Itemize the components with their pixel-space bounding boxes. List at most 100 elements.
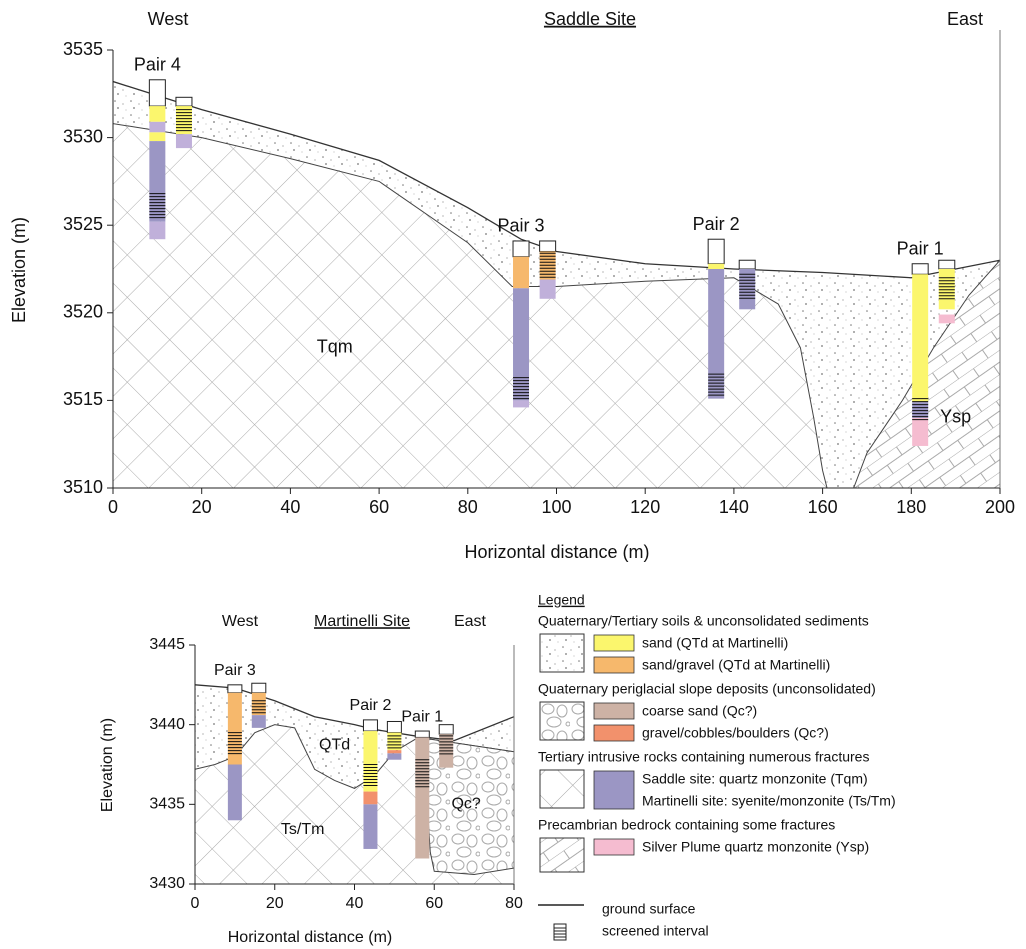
pair-label: Pair 2 <box>350 697 392 714</box>
legend-pattern <box>540 838 584 872</box>
pair-label: Pair 1 <box>897 238 944 258</box>
west-label: West <box>148 9 189 29</box>
x-tick-label: 140 <box>719 497 749 517</box>
well-segment <box>513 257 529 289</box>
x-tick-label: 40 <box>280 497 300 517</box>
well-segment <box>387 753 401 759</box>
legend-label: ground surface <box>602 901 696 917</box>
x-tick-label: 100 <box>541 497 571 517</box>
x-tick-label: 160 <box>808 497 838 517</box>
y-tick-label: 3525 <box>63 214 103 234</box>
well-segment <box>415 737 429 858</box>
legend-label: sand (QTd at Martinelli) <box>642 635 788 651</box>
east-label: East <box>947 9 983 29</box>
x-tick-label: 0 <box>108 497 118 517</box>
legend-swatch <box>594 771 634 809</box>
well-segment <box>912 274 928 402</box>
well-segment <box>149 80 165 106</box>
unit-label: Ysp <box>940 407 971 427</box>
well-segment <box>363 720 377 731</box>
well-segment <box>252 715 266 728</box>
screened-interval <box>439 736 453 754</box>
west-label: West <box>222 613 259 630</box>
legend-label: sand/gravel (QTd at Martinelli) <box>642 657 830 673</box>
pair-label: Pair 3 <box>214 662 256 679</box>
legend-title: Legend <box>538 592 585 608</box>
pair-label: Pair 4 <box>134 55 181 75</box>
well-segment <box>387 750 401 753</box>
well-segment <box>708 239 724 264</box>
well-segment <box>363 804 377 849</box>
legend-heading: Tertiary intrusive rocks containing nume… <box>538 749 869 765</box>
pair-label: Pair 3 <box>498 216 545 236</box>
figure: Pair 4Pair 3Pair 2Pair 1TqmYsp3510351535… <box>0 0 1026 949</box>
well-segment <box>708 269 724 399</box>
x-tick-label: 20 <box>192 497 212 517</box>
well-segment <box>149 132 165 141</box>
legend-swatch <box>594 725 634 741</box>
well-segment <box>708 264 724 269</box>
well-segment <box>912 264 928 275</box>
well-segment <box>939 269 955 309</box>
legend-pattern <box>540 702 584 740</box>
legend-label: Saddle site: quartz monzonite (Tqm) <box>642 771 868 787</box>
legend-heading: Quaternary periglacial slope deposits (u… <box>538 681 876 697</box>
chart-title: Saddle Site <box>544 9 636 29</box>
y-tick-label: 3445 <box>149 636 185 653</box>
well-segment <box>149 222 165 240</box>
x-tick-label: 180 <box>896 497 926 517</box>
y-tick-label: 3435 <box>149 796 185 813</box>
x-tick-label: 60 <box>369 497 389 517</box>
y-tick-label: 3440 <box>149 716 185 733</box>
pair-label: Pair 1 <box>401 708 443 725</box>
well-segment <box>176 97 192 106</box>
legend-label: screened interval <box>602 923 709 939</box>
well-segment <box>939 260 955 269</box>
x-tick-label: 120 <box>630 497 660 517</box>
chart-title: Martinelli Site <box>314 613 410 630</box>
y-tick-label: 3535 <box>63 39 103 59</box>
well-segment <box>149 122 165 133</box>
legend-pattern <box>540 770 584 808</box>
x-tick-label: 200 <box>985 497 1015 517</box>
well-segment <box>228 765 242 821</box>
y-tick-label: 3530 <box>63 126 103 146</box>
y-tick-label: 3520 <box>63 302 103 322</box>
x-tick-label: 60 <box>425 895 443 912</box>
well-segment <box>540 241 556 252</box>
legend-pattern <box>540 634 584 672</box>
unit-label: QTd <box>319 737 350 754</box>
well-segment <box>513 241 529 257</box>
well-segment <box>912 418 928 446</box>
legend-swatch <box>594 703 634 719</box>
well-segment <box>252 683 266 693</box>
pair-label: Pair 2 <box>693 214 740 234</box>
well-segment <box>363 792 377 805</box>
east-label: East <box>454 613 487 630</box>
unit-label: Ts/Tm <box>281 821 325 838</box>
x-tick-label: 20 <box>266 895 284 912</box>
well-segment <box>540 280 556 299</box>
legend-screen-box <box>554 924 566 940</box>
well-segment <box>176 106 192 134</box>
x-tick-label: 80 <box>505 895 523 912</box>
legend-label: Martinelli site: syenite/monzonite (Ts/T… <box>642 793 896 809</box>
y-tick-label: 3430 <box>149 875 185 892</box>
x-tick-label: 80 <box>458 497 478 517</box>
well-segment <box>228 685 242 693</box>
well-segment <box>939 315 955 324</box>
y-axis-label: Elevation (m) <box>9 217 29 323</box>
y-axis-label: Elevation (m) <box>99 718 116 812</box>
well-segment <box>387 721 401 732</box>
legend-heading: Precambrian bedrock containing some frac… <box>538 817 835 833</box>
legend-swatch <box>594 635 634 651</box>
unit-label: Tqm <box>317 337 353 357</box>
legend-label: coarse sand (Qc?) <box>642 703 757 719</box>
x-axis-label: Horizontal distance (m) <box>464 542 649 562</box>
x-tick-label: 0 <box>191 895 200 912</box>
legend-swatch <box>594 657 634 673</box>
well-segment <box>149 106 165 122</box>
legend-label: Silver Plume quartz monzonite (Ysp) <box>642 839 869 855</box>
unit-label: Qc? <box>451 796 480 813</box>
legend-label: gravel/cobbles/boulders (Qc?) <box>642 725 829 741</box>
